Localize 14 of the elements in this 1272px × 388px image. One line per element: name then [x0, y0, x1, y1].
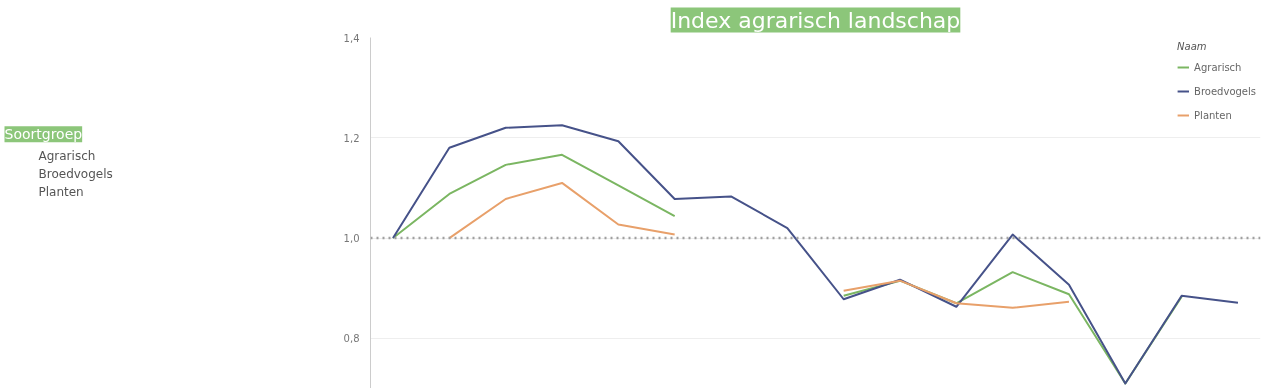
text: Planten	[38, 185, 84, 200]
y-tick-label: 0,8	[343, 333, 360, 345]
chart-title: Index agrarisch landschap	[670, 7, 961, 33]
legend-label: Broedvogels	[1194, 85, 1256, 97]
legend-label: Agrarisch	[1194, 61, 1242, 73]
y-tick-label: 1,4	[343, 32, 360, 44]
legend-label: Planten	[1194, 109, 1232, 121]
y-tick-label: 1,2	[343, 132, 360, 144]
text: Soortgroep	[4, 126, 83, 143]
text: Broedvogels	[38, 167, 113, 182]
line-series	[392, 124, 1239, 385]
y-tick-label: 1,0	[343, 233, 360, 245]
legend-title: Naam	[1177, 41, 1208, 52]
text: Agrarisch	[38, 149, 96, 164]
